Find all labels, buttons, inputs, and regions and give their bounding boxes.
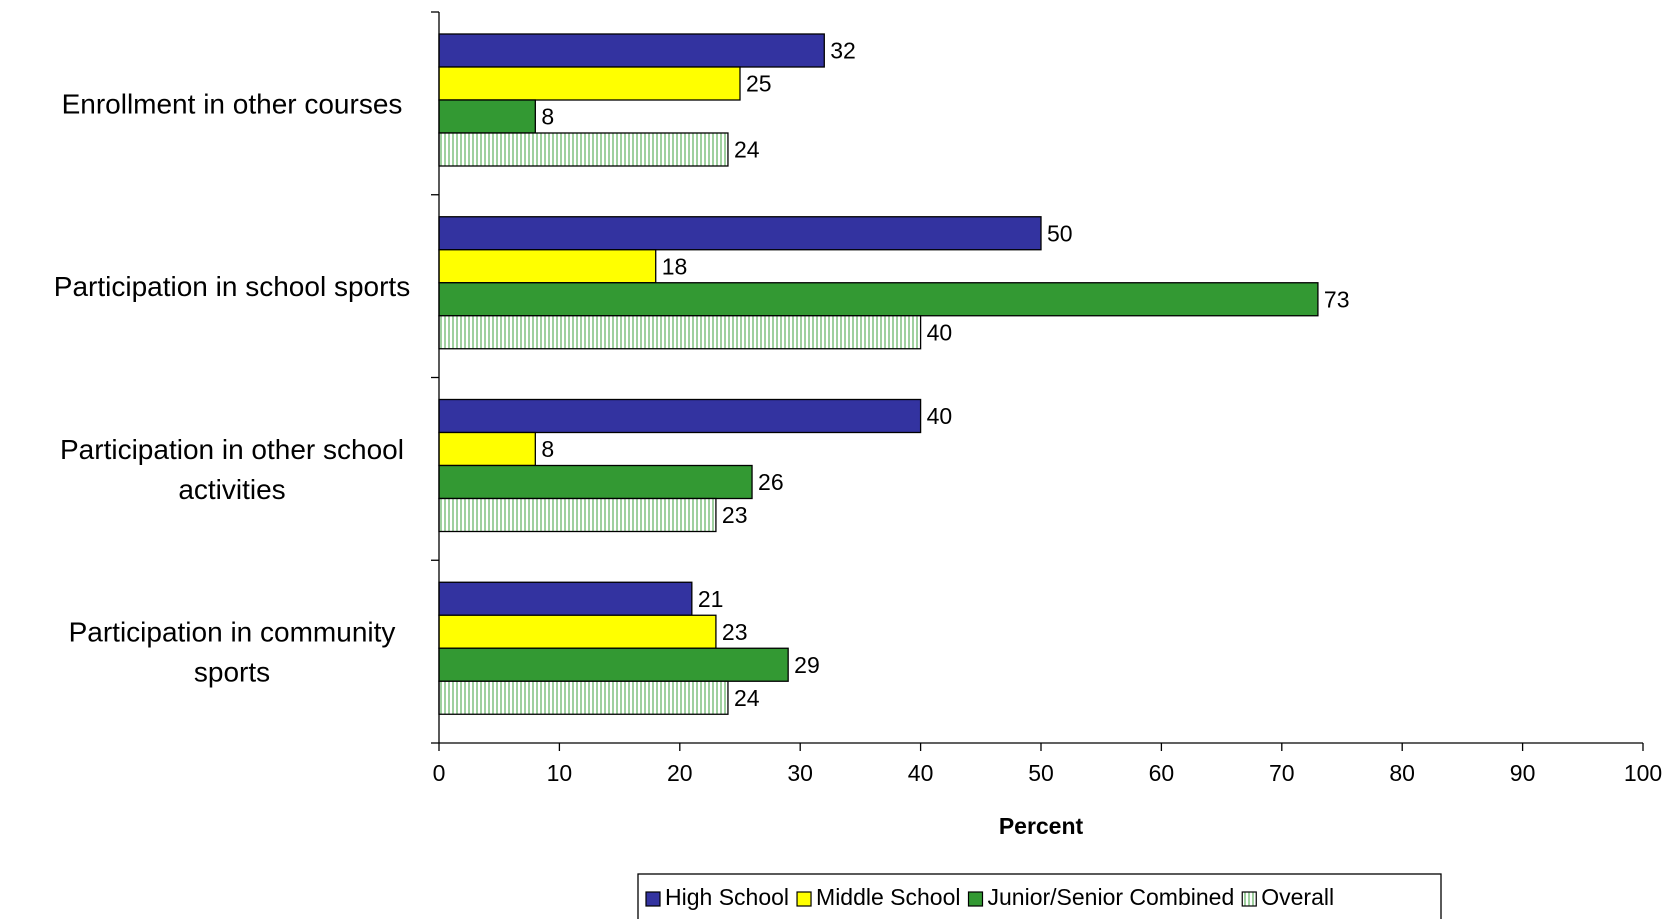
data-label-high-school-participation-in-school-sports: 50 <box>1047 220 1073 246</box>
legend-swatch-high-school <box>645 891 661 907</box>
plot-area: 32 25 8 24 50 18 73 40 40 8 26 23 21 23 29 24 <box>438 33 1350 715</box>
x-tick-label: 70 <box>1269 760 1295 786</box>
data-label-middle-school-enrollment-in-other-courses: 25 <box>746 71 772 97</box>
category-label-enrollment-in-other-courses: Enrollment in other courses <box>62 88 403 119</box>
bar-overall-participation-in-community-sports <box>438 680 729 715</box>
x-tick-label: 80 <box>1389 760 1415 786</box>
x-tick-label: 90 <box>1510 760 1536 786</box>
legend-box <box>637 873 1442 921</box>
legend-label-high-school: High School <box>665 884 789 910</box>
legend-item-junior-senior-combined: Junior/Senior Combined <box>967 884 1235 910</box>
legend: High School Middle School Junior/Senior Co… <box>637 873 1442 921</box>
x-tick-label: 50 <box>1028 760 1054 786</box>
x-axis-title: Percent <box>999 813 1084 839</box>
bar-middle-school-participation-in-school-sports <box>438 249 657 284</box>
bar-junior-senior-combined-participation-in-school-sports <box>438 282 1319 317</box>
bar-middle-school-participation-in-community-sports <box>438 614 717 649</box>
bar-high-school-participation-in-school-sports <box>438 216 1042 251</box>
x-tick-label: 30 <box>787 760 813 786</box>
x-tick-label: 60 <box>1149 760 1175 786</box>
x-tick-label: 100 <box>1624 760 1662 786</box>
data-label-middle-school-participation-in-community-sports: 23 <box>722 619 748 645</box>
data-label-junior-senior-combined-participation-in-community-sports: 29 <box>794 652 820 678</box>
data-label-high-school-participation-in-other-school-activities: 40 <box>927 403 953 429</box>
axes: Enrollment in other courses Participation… <box>54 11 1662 839</box>
data-label-junior-senior-combined-enrollment-in-other-courses: 8 <box>541 104 554 130</box>
data-label-high-school-participation-in-community-sports: 21 <box>698 586 724 612</box>
category-label-participation-in-other-school-activities: Participation in other school activities <box>60 434 404 505</box>
data-label-overall-participation-in-school-sports: 40 <box>927 319 953 345</box>
legend-label-overall: Overall <box>1261 884 1334 910</box>
x-tick-label: 20 <box>667 760 693 786</box>
x-tick-label: 0 <box>433 760 446 786</box>
bar-high-school-enrollment-in-other-courses <box>438 33 825 68</box>
bar-overall-participation-in-school-sports <box>438 315 922 350</box>
bar-overall-participation-in-other-school-activities <box>438 497 717 533</box>
category-label-participation-in-community-sports: Participation in community sports <box>69 617 396 688</box>
data-label-overall-participation-in-community-sports: 24 <box>734 685 760 711</box>
legend-item-overall: Overall <box>1241 884 1334 910</box>
x-tick-label: 10 <box>547 760 573 786</box>
bar-junior-senior-combined-participation-in-community-sports <box>438 647 789 682</box>
data-label-junior-senior-combined-participation-in-school-sports: 73 <box>1324 286 1350 312</box>
data-label-high-school-enrollment-in-other-courses: 32 <box>830 38 856 64</box>
bar-junior-senior-combined-enrollment-in-other-courses <box>438 99 536 134</box>
bar-overall-enrollment-in-other-courses <box>438 132 729 167</box>
x-tick-label: 40 <box>908 760 934 786</box>
legend-swatch-junior-senior-combined <box>967 891 984 907</box>
data-label-junior-senior-combined-participation-in-other-school-activities: 26 <box>758 469 784 495</box>
legend-label-junior-senior-combined: Junior/Senior Combined <box>988 884 1235 910</box>
bar-high-school-participation-in-other-school-activities <box>438 398 922 434</box>
bar-middle-school-enrollment-in-other-courses <box>438 66 741 101</box>
legend-swatch-middle-school <box>796 891 812 907</box>
category-label-participation-in-school-sports: Participation in school sports <box>54 271 410 302</box>
legend-item-high-school: High School <box>645 884 789 910</box>
legend-item-middle-school: Middle School <box>796 884 961 910</box>
legend-label-middle-school: Middle School <box>816 884 960 910</box>
bar-high-school-participation-in-community-sports <box>438 581 693 616</box>
data-label-overall-participation-in-other-school-activities: 23 <box>722 502 748 528</box>
legend-swatch-overall <box>1241 891 1257 907</box>
data-label-middle-school-participation-in-school-sports: 18 <box>662 253 688 279</box>
data-label-overall-enrollment-in-other-courses: 24 <box>734 137 760 163</box>
bar-middle-school-participation-in-other-school-activities <box>438 431 536 467</box>
data-label-middle-school-participation-in-other-school-activities: 8 <box>541 436 554 462</box>
bar-junior-senior-combined-participation-in-other-school-activities <box>438 464 753 500</box>
